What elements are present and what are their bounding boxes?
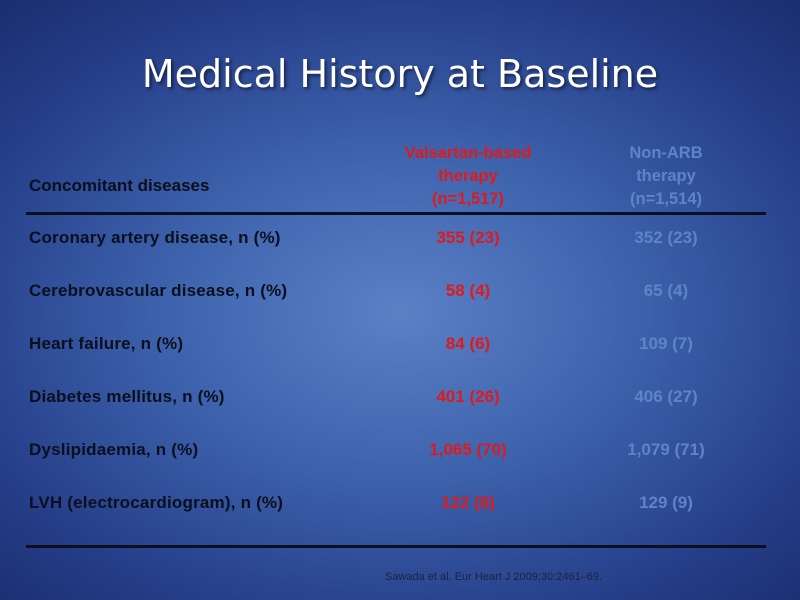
table-row: Diabetes mellitus, n (%) 401 (26) 406 (2… <box>26 387 766 440</box>
table-body: Coronary artery disease, n (%) 355 (23) … <box>26 228 766 546</box>
citation: Sawada et al. Eur Heart J 2009;30:2461–6… <box>385 571 603 583</box>
table-bottom-rule <box>26 545 766 548</box>
table-row: Heart failure, n (%) 84 (6) 109 (7) <box>26 334 766 387</box>
valsartan-header-line-2: therapy <box>438 167 498 185</box>
row-label: Coronary artery disease, n (%) <box>29 228 281 247</box>
valsartan-value: 58 (4) <box>445 281 491 300</box>
valsartan-value: 84 (6) <box>445 334 491 353</box>
valsartan-column-header: Valsartan-based therapy (n=1,517) <box>368 142 568 211</box>
non-arb-value: 65 (4) <box>643 281 689 300</box>
table-row: Dyslipidaemia, n (%) 1,065 (70) 1,079 (7… <box>26 440 766 493</box>
non-arb-header-line-1: Non-ARB <box>629 144 703 162</box>
non-arb-value: 129 (9) <box>639 493 693 512</box>
valsartan-value: 401 (26) <box>436 387 500 406</box>
row-header-label: Concomitant diseases <box>29 176 210 195</box>
row-label: LVH (electrocardiogram), n (%) <box>29 493 284 512</box>
non-arb-column-header: Non-ARB therapy (n=1,514) <box>566 142 766 211</box>
row-label: Dyslipidaemia, n (%) <box>29 440 199 459</box>
table-row: Coronary artery disease, n (%) 355 (23) … <box>26 228 766 281</box>
valsartan-header-line-1: Valsartan-based <box>404 144 532 162</box>
non-arb-value: 352 (23) <box>634 228 698 247</box>
row-label: Cerebrovascular disease, n (%) <box>29 281 288 300</box>
valsartan-value: 122 (8) <box>441 493 495 512</box>
valsartan-value: 355 (23) <box>436 228 500 247</box>
non-arb-header-line-2: therapy <box>636 167 696 185</box>
table-row: Cerebrovascular disease, n (%) 58 (4) 65… <box>26 281 766 334</box>
baseline-table: Concomitant diseases Valsartan-based the… <box>26 142 766 546</box>
non-arb-header-line-3: (n=1,514) <box>630 190 702 208</box>
valsartan-header-line-3: (n=1,517) <box>432 190 504 208</box>
non-arb-value: 1,079 (71) <box>627 440 705 459</box>
row-label: Diabetes mellitus, n (%) <box>29 387 225 406</box>
table-header-row: Concomitant diseases Valsartan-based the… <box>26 142 766 215</box>
row-label: Heart failure, n (%) <box>29 334 184 353</box>
table-row: LVH (electrocardiogram), n (%) 122 (8) 1… <box>26 493 766 546</box>
non-arb-value: 109 (7) <box>639 334 693 353</box>
valsartan-value: 1,065 (70) <box>429 440 507 459</box>
slide-title: Medical History at Baseline <box>141 52 659 96</box>
non-arb-value: 406 (27) <box>634 387 698 406</box>
